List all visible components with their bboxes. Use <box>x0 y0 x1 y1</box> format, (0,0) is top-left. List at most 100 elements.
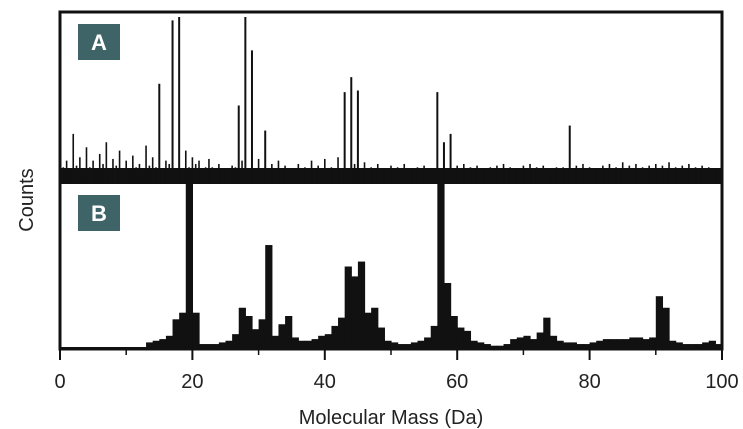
panel-labels: AB <box>78 24 120 231</box>
panel-b-bar-71 <box>530 339 538 349</box>
panel-b-bar-68 <box>510 339 518 349</box>
panel-b-label: B <box>91 201 107 226</box>
panel-b-bar-53 <box>410 342 419 349</box>
panel-b-bar-91 <box>662 307 670 349</box>
panel-b-bar-65 <box>490 345 498 349</box>
panel-a-bars <box>60 17 722 184</box>
panel-b-bars <box>60 184 723 349</box>
panel-b-bar-31 <box>265 245 273 349</box>
panel-b-bar-73 <box>543 317 551 349</box>
panel-b-bar-76 <box>563 342 571 349</box>
panel-b-bar-82 <box>602 339 611 349</box>
panel-b-bar-14 <box>152 340 160 349</box>
panel-b-bar-39 <box>318 335 326 349</box>
panel-b-bar-32 <box>271 335 280 349</box>
panel-b-bar-69 <box>516 337 524 349</box>
panel-b-bar-51 <box>397 344 405 349</box>
panel-b-label-box <box>78 195 120 231</box>
panel-b-bar-88 <box>642 339 650 349</box>
panel-a-label: A <box>91 30 107 55</box>
panel-b-bar-54 <box>417 340 425 349</box>
panel-b-bar-75 <box>556 340 564 349</box>
panel-b-bar-74 <box>549 335 558 349</box>
panel-b-bar-77 <box>569 342 577 349</box>
panel-b-bar-64 <box>483 344 491 349</box>
panel-b-bar-18 <box>179 312 187 349</box>
panel-b-bar-94 <box>682 344 690 349</box>
x-tick-label-1: 20 <box>181 371 203 393</box>
panel-b-bar-67 <box>503 344 511 349</box>
panel-b-bar-98 <box>708 340 716 349</box>
panel-b-bar-17 <box>172 319 180 349</box>
panel-b-bar-42 <box>338 317 346 349</box>
panel-b-bar-15 <box>159 339 167 349</box>
panel-b-bar-16 <box>165 335 174 349</box>
panel-b-bar-25 <box>225 340 233 349</box>
panel-b-bar-40 <box>324 334 333 349</box>
panel-b-bar-13 <box>146 342 154 349</box>
panel-b-bar-99 <box>715 344 723 349</box>
panel-b-bar-38 <box>311 339 319 349</box>
panel-b-bar-87 <box>635 337 644 349</box>
panel-b-bar-92 <box>669 340 677 349</box>
panel-b-bar-58 <box>443 283 452 349</box>
x-tick-label-4: 80 <box>578 371 600 393</box>
panel-b-bar-27 <box>238 307 246 349</box>
panel-b-bar-26 <box>232 334 240 349</box>
panel-b-bar-84 <box>616 339 624 349</box>
x-axis-title: Molecular Mass (Da) <box>299 407 483 429</box>
panel-a-label-box <box>78 24 120 60</box>
panel-b-bar-46 <box>364 312 372 349</box>
panel-b-bar-72 <box>536 332 544 349</box>
panel-b-bar-47 <box>371 307 379 349</box>
panel-b-bar-28 <box>245 316 253 349</box>
panel-b-bar-83 <box>609 339 617 349</box>
panel-b-bar-50 <box>391 342 399 349</box>
panel-b-bar-23 <box>212 344 220 349</box>
panel-b-bar-66 <box>496 345 505 349</box>
panel-b-bar-96 <box>695 344 703 349</box>
panel-b-bar-37 <box>304 340 313 349</box>
panel-b-bar-63 <box>477 342 485 349</box>
panel-b-bar-19 <box>185 184 193 349</box>
panel-b-bar-86 <box>629 337 637 349</box>
panel-b-bar-36 <box>298 340 306 349</box>
panel-b-bar-34 <box>285 316 293 349</box>
panel-b-bar-97 <box>702 342 710 349</box>
panel-b-bar-35 <box>291 337 299 349</box>
panel-b-bar-85 <box>622 339 630 349</box>
panel-b-bar-52 <box>404 344 412 349</box>
panel-b-bar-41 <box>331 325 339 349</box>
panel-b-bar-43 <box>344 266 352 349</box>
panel-b-bar-29 <box>251 329 260 349</box>
x-tick-label-3: 60 <box>446 371 468 393</box>
panel-b-bar-89 <box>649 337 657 349</box>
panel-b-bar-22 <box>205 344 213 349</box>
panel-b-bar-78 <box>576 344 584 349</box>
panel-b-bar-33 <box>278 324 286 349</box>
panel-b-bar-60 <box>457 327 465 349</box>
x-tick-label-0: 0 <box>54 371 65 393</box>
panel-b-bar-90 <box>655 296 664 349</box>
panel-b-bar-59 <box>450 316 458 349</box>
panel-b-bar-44 <box>351 276 359 349</box>
x-tick-label-2: 40 <box>314 371 336 393</box>
x-tick-label-5: 100 <box>705 371 738 393</box>
panel-b-bar-48 <box>377 327 385 349</box>
y-axis-title: Counts <box>16 168 38 231</box>
panel-b-bar-80 <box>589 342 597 349</box>
panel-b-bar-95 <box>688 344 697 349</box>
panel-b-bar-24 <box>218 342 227 349</box>
panel-b-bar-45 <box>357 261 366 349</box>
panel-b-bar-20 <box>192 312 200 349</box>
panel-b-bar-57 <box>437 184 445 349</box>
panel-b-bar-70 <box>523 335 531 349</box>
panel-b-bar-62 <box>470 340 478 349</box>
panel-b-bar-56 <box>430 325 438 349</box>
panel-b-bar-30 <box>258 319 266 349</box>
panel-b-bar-61 <box>463 330 472 349</box>
x-axis: 0 20 40 60 80 100 <box>54 349 739 393</box>
panel-b-bar-55 <box>424 337 432 349</box>
panel-b-bar-79 <box>582 344 591 349</box>
